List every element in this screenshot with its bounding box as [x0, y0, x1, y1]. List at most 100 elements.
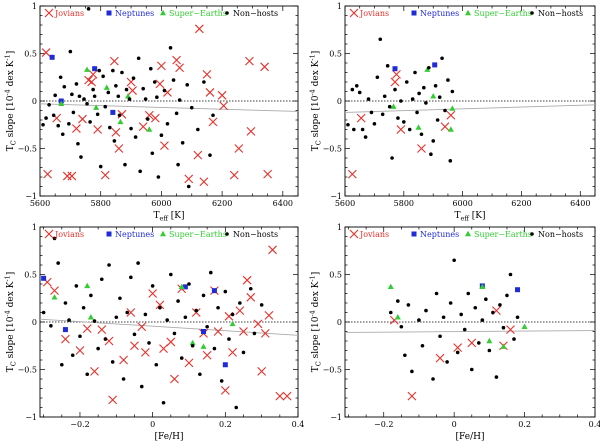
point-dot: [89, 293, 93, 298]
point-dot: [501, 325, 506, 330]
point-dot: [165, 318, 169, 322]
point-x: [159, 344, 168, 353]
point-x: [140, 348, 150, 357]
y-tick-label: 1: [32, 223, 37, 232]
point-dot: [67, 122, 71, 126]
point-x: [72, 124, 81, 133]
point-dot: [211, 113, 215, 118]
fit-line: [39, 103, 299, 112]
point-x: [138, 122, 148, 132]
point-x: [446, 110, 456, 120]
y-axis-label: TC slope [10-4 dex K-1]: [309, 51, 323, 152]
point-x: [114, 144, 124, 153]
point-dot: [150, 284, 155, 288]
point-triangle: [394, 314, 401, 320]
point-dot: [480, 318, 485, 322]
x-tick-label: 0: [150, 420, 155, 429]
legend-marker-triangle: [465, 230, 471, 237]
point-triangle: [103, 84, 110, 90]
x-tick-label: 6200: [511, 199, 531, 208]
point-dot: [406, 303, 411, 307]
y-tick-label: 0: [32, 318, 37, 327]
x-tick-label: 6000: [151, 199, 171, 208]
point-dot: [85, 102, 89, 106]
point-x: [506, 325, 515, 334]
legend-label: Jovians: [359, 9, 389, 18]
point-dot: [452, 258, 456, 263]
point-x: [390, 77, 400, 87]
point-x: [184, 174, 194, 184]
point-square: [515, 287, 521, 293]
legend-label: Non−hosts: [233, 230, 278, 239]
point-x: [50, 286, 59, 296]
point-dot: [445, 360, 449, 364]
point-x: [62, 171, 72, 181]
point-dot: [171, 78, 176, 82]
point-dot: [58, 75, 63, 80]
point-dot: [162, 88, 167, 93]
point-dot: [462, 327, 467, 332]
point-triangle: [424, 66, 431, 72]
point-dot: [372, 122, 377, 126]
x-tick-label: 5600: [30, 199, 50, 208]
point-dot: [143, 312, 148, 317]
point-dot: [450, 89, 455, 94]
point-dot: [111, 68, 115, 73]
point-dot: [183, 315, 188, 320]
point-dot: [446, 78, 450, 82]
x-tick-label: −0.2: [374, 420, 393, 429]
legend-marker-dot: [225, 232, 229, 236]
point-dot: [380, 112, 385, 117]
point-dot: [81, 305, 86, 310]
point-x: [407, 391, 417, 401]
x-tick-label: 5800: [91, 199, 111, 208]
panel-feh-all: −0.2 0 0.2 0.4 −1 −0.5 0 0.5 1 [Fe/H] TC slope [10…: [4, 223, 305, 442]
point-x: [119, 355, 128, 365]
point-dot: [67, 318, 71, 322]
x-tick-label: −0.2: [70, 420, 89, 429]
point-dot: [147, 341, 151, 345]
point-x: [193, 150, 203, 160]
point-dot: [227, 337, 231, 341]
point-square: [201, 329, 207, 334]
point-x: [219, 101, 229, 111]
point-x: [356, 113, 366, 123]
point-dot: [443, 108, 447, 113]
y-tick-label: 0: [337, 97, 342, 106]
point-triangle: [521, 323, 528, 329]
point-x: [235, 306, 245, 315]
point-triangle: [486, 337, 493, 344]
point-dot: [354, 84, 359, 88]
legend-label: Non−hosts: [233, 9, 278, 18]
legend-label: Non−hosts: [538, 9, 583, 18]
point-dot: [399, 99, 403, 103]
point-dot: [189, 105, 194, 110]
point-dot: [403, 353, 407, 358]
point-dot: [78, 334, 82, 339]
point-dot: [429, 152, 433, 156]
legend-marker-dot: [530, 232, 534, 236]
point-triangle: [51, 294, 58, 300]
point-x: [109, 56, 119, 66]
y-axis-label: TC slope [10-4 dex K-1]: [4, 51, 18, 152]
point-dot: [230, 312, 235, 317]
point-square: [41, 275, 47, 281]
point-dot: [382, 94, 387, 99]
point-dot: [63, 301, 68, 305]
point-dot: [103, 104, 108, 109]
point-dot: [133, 135, 138, 139]
point-dot: [92, 319, 97, 323]
point-dot: [352, 127, 356, 132]
point-x: [155, 300, 165, 310]
point-dot: [44, 116, 48, 120]
point-dot: [459, 312, 463, 317]
point-x: [435, 353, 445, 363]
point-dot: [388, 310, 393, 315]
point-dot: [97, 68, 101, 73]
y-tick-label: −0.5: [18, 145, 37, 154]
point-dot: [396, 116, 400, 120]
point-dot: [124, 87, 129, 92]
point-x: [88, 70, 98, 79]
point-dot: [363, 135, 368, 139]
y-tick-label: −1: [330, 192, 342, 201]
